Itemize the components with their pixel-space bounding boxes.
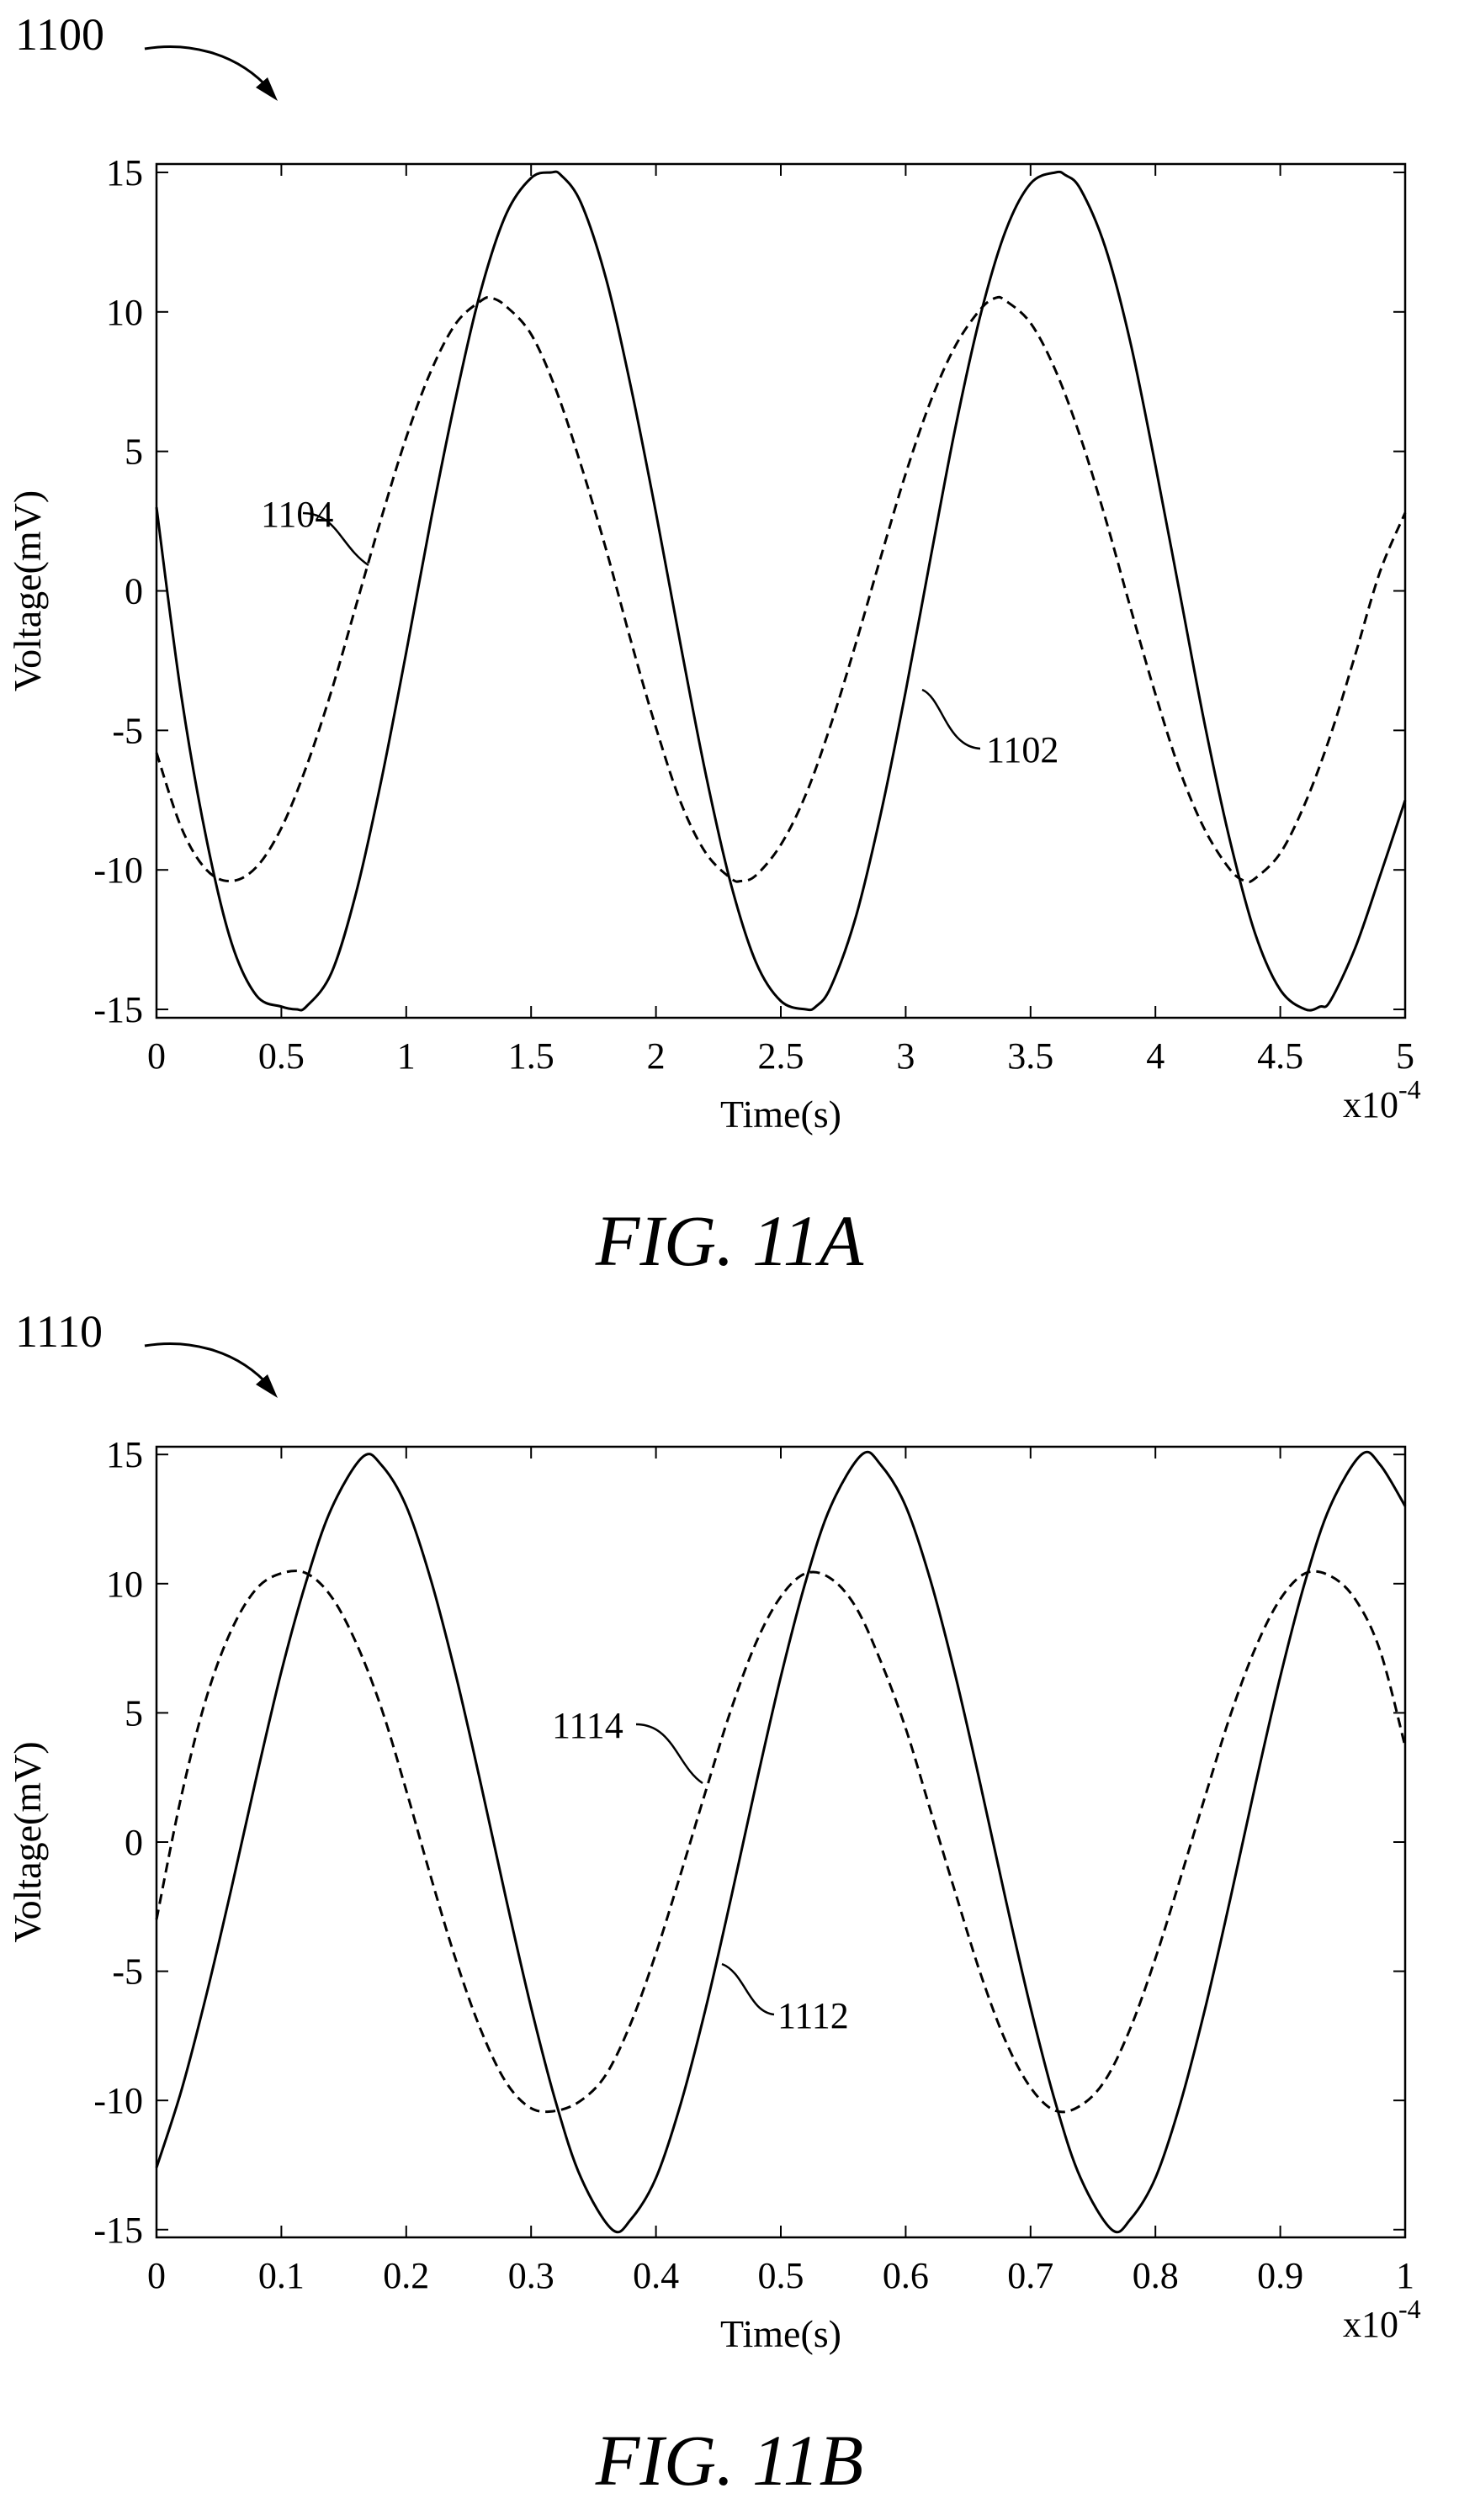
y-tick-label: 10 xyxy=(106,1564,143,1605)
series-callout-1114: 1114 xyxy=(552,1705,623,1746)
y-axis-label: Voltage(mV) xyxy=(6,1741,49,1942)
x-tick-label: 3 xyxy=(896,1035,915,1077)
y-tick-label: 10 xyxy=(106,292,143,333)
series-line-1104 xyxy=(155,295,1407,884)
x-tick-label: 0.5 xyxy=(258,1035,305,1077)
series-callout-1102: 1102 xyxy=(986,729,1058,770)
y-tick-label: 15 xyxy=(106,152,143,193)
series-callout-1104: 1104 xyxy=(261,494,333,535)
x-tick-label: 0.9 xyxy=(1257,2255,1303,2296)
y-tick-label: -15 xyxy=(93,2210,143,2251)
chart-fig-11a: 0 0.5 1 1.5 2 2.5 3 3.5 4 4.5 5 15 10 5 0 -5 -10 -15 Time(… xyxy=(6,152,1421,1136)
callout-leader xyxy=(921,688,981,750)
x-tick-label: 1 xyxy=(1396,2255,1414,2296)
series-callout-1112: 1112 xyxy=(777,1995,849,2036)
callout-leader xyxy=(721,1962,775,2016)
x-tick-label: 0.4 xyxy=(633,2255,679,2296)
y-tick-label: -5 xyxy=(112,1951,143,1993)
x-tick-label: 3.5 xyxy=(1007,1035,1053,1077)
y-tick-label: 0 xyxy=(125,1822,143,1863)
x-tick-label: 0.6 xyxy=(883,2255,929,2296)
x-tick-label: 0.1 xyxy=(258,2255,305,2296)
y-tick-label: -5 xyxy=(112,710,143,751)
x-axis-label: Time(s) xyxy=(720,2312,841,2355)
ref-arrow-icon xyxy=(144,45,278,101)
figure-ref-label-1110: 1110 xyxy=(15,1306,103,1357)
plot-frame xyxy=(155,1445,1407,2239)
y-tick-label: -10 xyxy=(93,2080,143,2121)
x-tick-label: 0.2 xyxy=(383,2255,429,2296)
x-axis-label: Time(s) xyxy=(720,1093,841,1136)
x-tick-label: 0 xyxy=(147,1035,166,1077)
x-tick-label: 1.5 xyxy=(508,1035,554,1077)
y-tick-label: 5 xyxy=(125,431,143,473)
callout-leader xyxy=(302,511,369,567)
x-tick-label: 1 xyxy=(397,1035,416,1077)
y-tick-label: 5 xyxy=(125,1692,143,1734)
y-tick-label: 0 xyxy=(125,571,143,612)
x-tick-label: 2 xyxy=(647,1035,666,1077)
x-tick-label: 2.5 xyxy=(758,1035,804,1077)
x-tick-label: 0.5 xyxy=(758,2255,804,2296)
chart-fig-11b: 0 0.1 0.2 0.3 0.4 0.5 0.6 0.7 0.8 0.9 1 15 10 5 0 -5 -10… xyxy=(6,1434,1421,2355)
x-tick-label: 0.7 xyxy=(1007,2255,1053,2296)
series-line-1112 xyxy=(155,1450,1407,2234)
x-tick-label: 5 xyxy=(1396,1035,1414,1077)
y-axis-label: Voltage(mV) xyxy=(6,490,49,691)
x-axis-multiplier: x10-4 xyxy=(1343,1074,1421,1125)
x-tick-label: 0.8 xyxy=(1133,2255,1179,2296)
x-tick-label: 0 xyxy=(147,2255,166,2296)
figure-caption-11a: FIG. 11A xyxy=(595,1200,864,1281)
y-tick-label: 15 xyxy=(106,1434,143,1475)
callout-leader xyxy=(635,1723,703,1785)
plot-frame xyxy=(155,162,1407,1019)
ref-arrow-icon xyxy=(144,1342,278,1398)
series-line-1102 xyxy=(155,170,1407,1012)
x-tick-label: 4 xyxy=(1146,1035,1165,1077)
x-tick-label: 0.3 xyxy=(508,2255,554,2296)
x-axis-multiplier: x10-4 xyxy=(1343,2294,1421,2345)
x-tick-label: 4.5 xyxy=(1257,1035,1303,1077)
y-tick-label: -15 xyxy=(93,989,143,1030)
figure-caption-11b: FIG. 11B xyxy=(595,2420,864,2501)
series-line-1114 xyxy=(155,1570,1407,2114)
figure-ref-label-1100: 1100 xyxy=(15,9,104,60)
y-tick-label: -10 xyxy=(93,850,143,891)
